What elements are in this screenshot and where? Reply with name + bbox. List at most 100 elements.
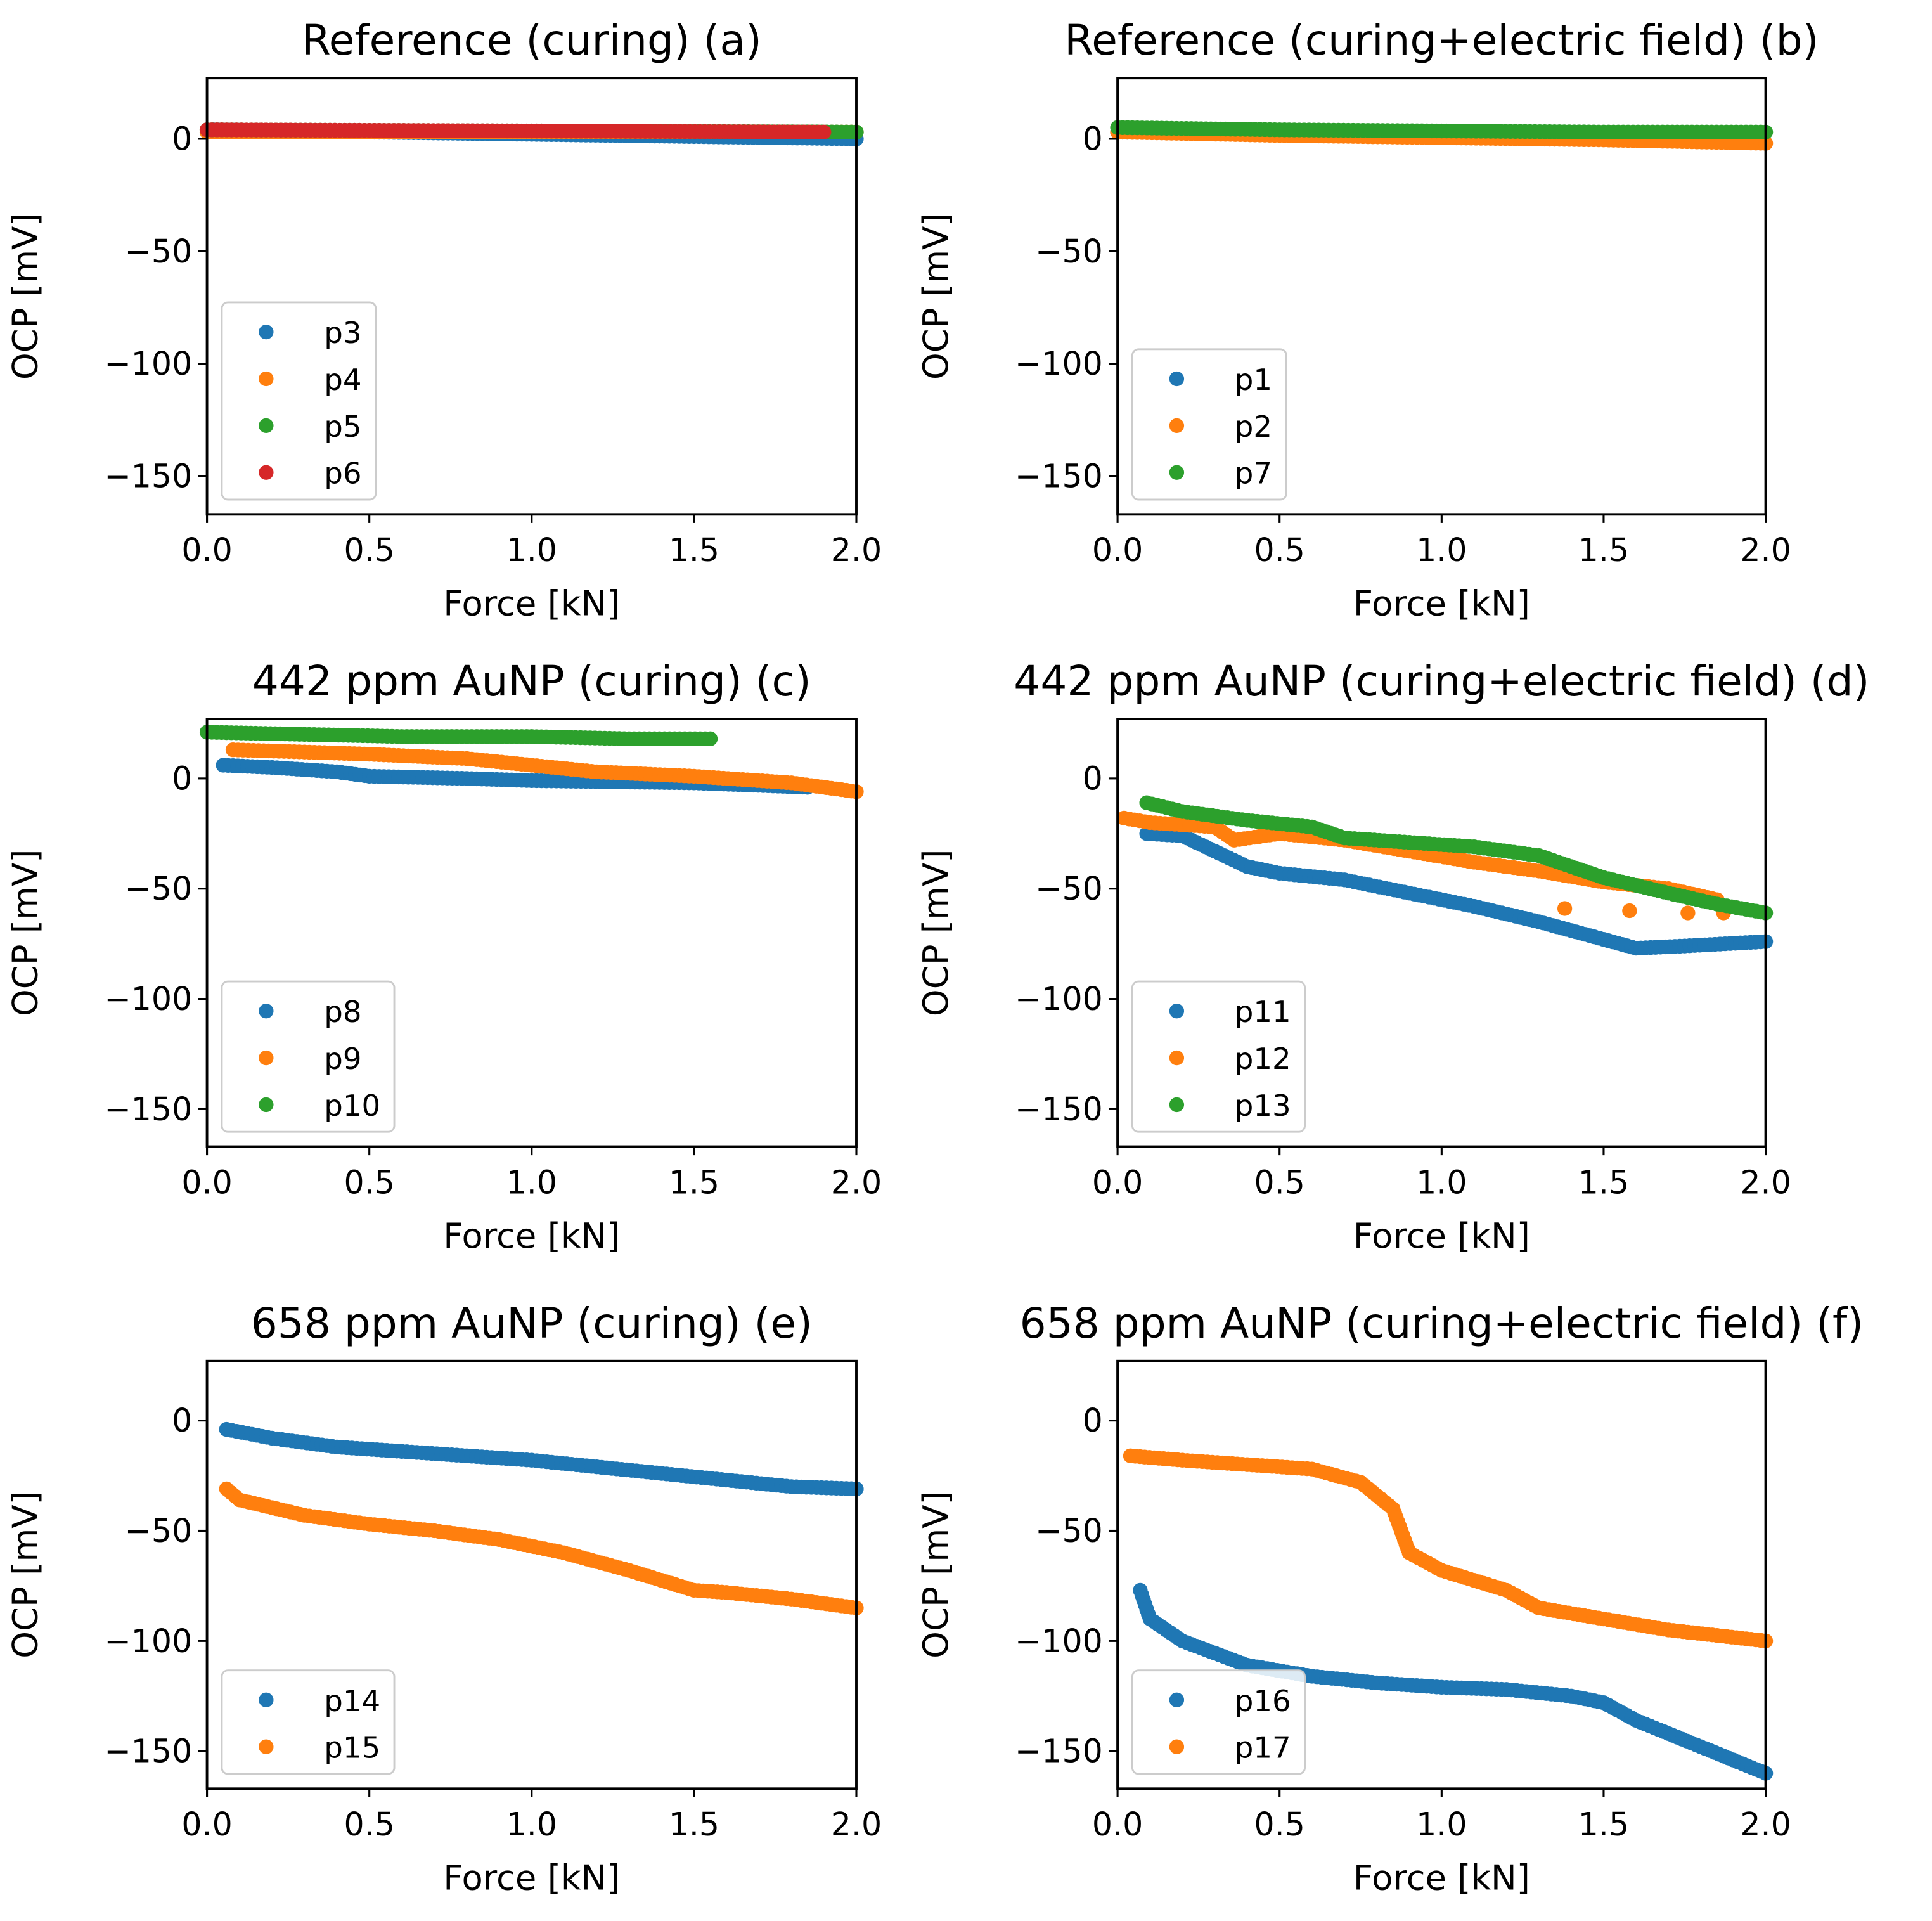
point-p6	[816, 124, 832, 139]
subplot-f: 0.0 0.5 1.0 1.5 2.0 0 −50 −100 −150 Force [kN] OCP…	[915, 1299, 1864, 1898]
legend-marker-p15	[259, 1739, 274, 1754]
legend-marker-p8	[259, 1004, 274, 1019]
point-p10	[702, 731, 718, 746]
x-tick-label: 1.5	[669, 1806, 719, 1843]
x-tick-label: 1.0	[506, 531, 557, 569]
y-axis-label: OCP [mV]	[915, 212, 956, 380]
legend-box	[221, 301, 377, 501]
y-tick-label: −100	[1015, 345, 1103, 382]
x-tick-label: 0.5	[1254, 1806, 1305, 1843]
subplot-a: 0.0 0.5 1.0 1.5 2.0 0 −50 −100 −150 Force [kN] OCP…	[4, 16, 882, 623]
x-tick-label: 0.5	[1254, 1163, 1305, 1201]
y-tick-label: −50	[1035, 1512, 1103, 1549]
x-tick-label: 1.5	[1578, 1163, 1629, 1201]
data-points	[199, 725, 864, 799]
y-tick-label: −100	[104, 345, 192, 382]
y-tick-label: −100	[104, 980, 192, 1018]
x-tick-label: 0.0	[1092, 1163, 1143, 1201]
legend-label: p5	[324, 410, 361, 444]
legend-marker-p2	[1169, 418, 1185, 434]
y-tick-label: −50	[1035, 870, 1103, 907]
x-tick-label: 0.0	[1092, 1806, 1143, 1843]
legend-label: p13	[1235, 1089, 1291, 1123]
y-tick-label: −100	[1015, 980, 1103, 1018]
x-tick-label: 2.0	[1740, 1163, 1791, 1201]
y-axis-label: OCP [mV]	[4, 212, 45, 380]
x-tick-label: 0.5	[344, 531, 394, 569]
legend: p1 p2 p7	[1131, 348, 1287, 501]
y-tick-label: 0	[172, 120, 192, 157]
x-tick-label: 0.5	[1254, 531, 1305, 569]
x-tick-label: 1.0	[506, 1806, 557, 1843]
legend-marker-p17	[1169, 1739, 1185, 1754]
y-axis-label: OCP [mV]	[915, 1491, 956, 1659]
legend-label: p3	[324, 316, 361, 351]
y-tick-label: −50	[1035, 233, 1103, 270]
legend-marker-p3	[259, 324, 274, 340]
legend: p11 p12 p13	[1131, 980, 1306, 1133]
x-tick-label: 1.5	[1578, 531, 1629, 569]
x-tick-label: 2.0	[1740, 1806, 1791, 1843]
legend-label: p4	[324, 363, 361, 398]
x-tick-label: 0.0	[1092, 531, 1143, 569]
x-tick-label: 1.0	[506, 1163, 557, 1201]
subplot-title: 658 ppm AuNP (curing+electric field) (f)	[1020, 1299, 1864, 1348]
x-tick-label: 2.0	[1740, 531, 1791, 569]
legend-box	[1131, 980, 1306, 1133]
legend-label: p17	[1235, 1731, 1291, 1766]
legend-marker-p12	[1169, 1050, 1185, 1066]
x-tick-label: 1.5	[669, 1163, 719, 1201]
legend-marker-p6	[259, 465, 274, 480]
y-tick-label: 0	[172, 1402, 192, 1439]
legend-marker-p5	[259, 418, 274, 434]
x-tick-label: 0.0	[181, 1163, 232, 1201]
data-points	[1116, 795, 1774, 956]
y-tick-label: −50	[125, 233, 193, 270]
y-tick-label: 0	[1083, 760, 1103, 797]
legend-label: p10	[324, 1089, 380, 1123]
y-tick-label: −100	[1015, 1622, 1103, 1660]
legend-marker-p7	[1169, 465, 1185, 480]
x-axis-label: Force [kN]	[443, 1858, 620, 1898]
x-axis-label: Force [kN]	[443, 1215, 620, 1256]
legend-box	[221, 980, 396, 1133]
legend-label: p7	[1235, 457, 1272, 491]
data-points	[219, 1421, 864, 1615]
subplot-d: 0.0 0.5 1.0 1.5 2.0 0 −50 −100 −150 Force [kN] OCP…	[915, 657, 1870, 1256]
x-tick-label: 1.0	[1416, 1806, 1467, 1843]
legend-marker-p16	[1169, 1692, 1185, 1707]
y-tick-label: −50	[125, 870, 193, 907]
legend-label: p11	[1235, 995, 1291, 1030]
legend: p3 p4 p5 p6	[221, 301, 377, 501]
data-points	[199, 122, 864, 146]
legend-marker-p10	[259, 1097, 274, 1113]
legend-marker-p11	[1169, 1004, 1185, 1019]
x-tick-label: 0.5	[344, 1806, 394, 1843]
x-tick-label: 1.5	[1578, 1806, 1629, 1843]
subplot-b: 0.0 0.5 1.0 1.5 2.0 0 −50 −100 −150 Force [kN] OCP…	[915, 16, 1819, 623]
x-tick-label: 2.0	[831, 1806, 882, 1843]
x-axis-label: Force [kN]	[1353, 1858, 1530, 1898]
subplot-title: 442 ppm AuNP (curing+electric field) (d)	[1014, 657, 1869, 706]
legend-marker-p14	[259, 1692, 274, 1707]
legend-label: p9	[324, 1042, 361, 1077]
subplot-title: 442 ppm AuNP (curing) (c)	[252, 657, 811, 706]
x-tick-label: 2.0	[831, 531, 882, 569]
x-tick-label: 0.0	[181, 1806, 232, 1843]
x-axis-label: Force [kN]	[1353, 1215, 1530, 1256]
y-axis-label: OCP [mV]	[915, 849, 956, 1016]
y-tick-label: −150	[1015, 458, 1103, 495]
x-tick-label: 1.5	[669, 531, 719, 569]
y-tick-label: −150	[1015, 1733, 1103, 1770]
subplot-title: 658 ppm AuNP (curing) (e)	[251, 1299, 813, 1348]
y-tick-label: 0	[1083, 1402, 1103, 1439]
legend-label: p14	[324, 1685, 380, 1719]
x-tick-label: 1.0	[1416, 1163, 1467, 1201]
x-tick-label: 0.5	[344, 1163, 394, 1201]
subplot-e: 0.0 0.5 1.0 1.5 2.0 0 −50 −100 −150 Force [kN] OCP…	[4, 1299, 882, 1898]
legend-label: p12	[1235, 1042, 1291, 1077]
legend-marker-p9	[259, 1050, 274, 1066]
